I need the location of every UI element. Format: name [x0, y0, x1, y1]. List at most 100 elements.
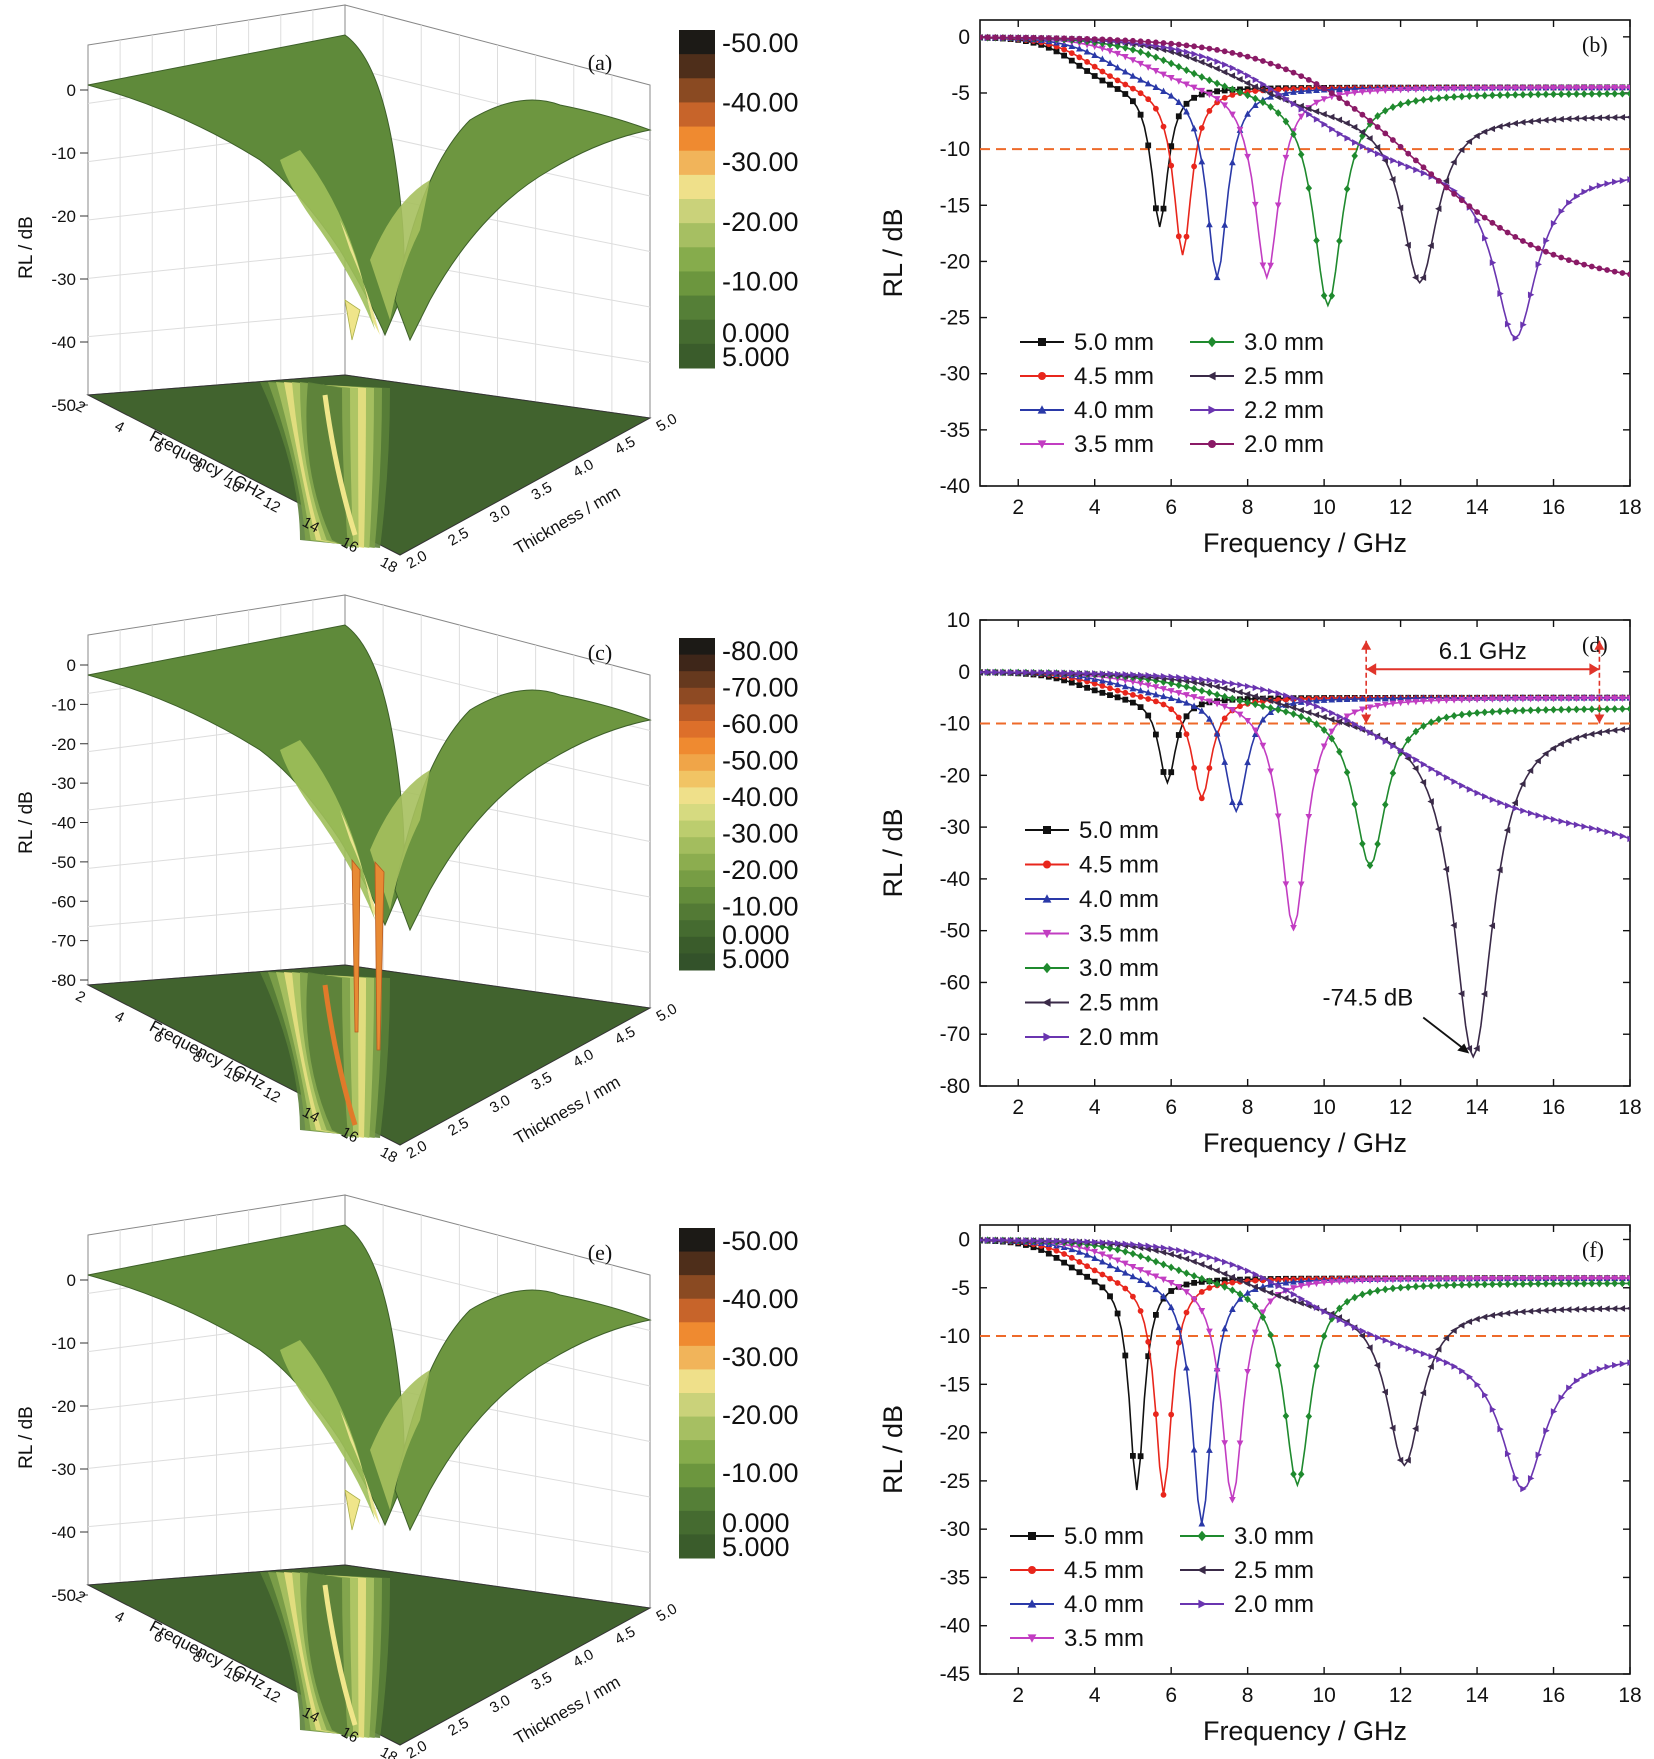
data-point: [1374, 840, 1381, 848]
data-point: [1220, 685, 1228, 692]
data-point: [984, 1236, 992, 1244]
legend-swatch-marker: [1028, 1532, 1036, 1540]
colorbar-segment: [679, 1463, 715, 1488]
x-tick-label: 18: [377, 1144, 400, 1167]
data-point: [1489, 1276, 1496, 1283]
data-point: [1550, 220, 1558, 227]
data-point: [1121, 53, 1129, 61]
data-point: [1558, 207, 1565, 215]
wall-grid: [87, 902, 346, 928]
data-point: [1160, 205, 1167, 212]
data-point: [1130, 692, 1136, 698]
data-point: [1297, 881, 1305, 888]
data-point: [1137, 76, 1144, 83]
data-point: [1489, 1406, 1497, 1413]
colorbar-segment: [679, 1298, 715, 1323]
data-point: [1190, 694, 1198, 701]
data-point: [1183, 66, 1190, 75]
data-point: [1321, 706, 1328, 713]
data-point: [1413, 756, 1420, 764]
data-point: [1580, 90, 1588, 98]
data-point: [1344, 100, 1350, 107]
data-point: [1481, 696, 1489, 703]
data-point: [1396, 204, 1404, 212]
x-tick-label: 10: [1312, 1684, 1335, 1707]
data-point: [1129, 57, 1137, 64]
data-point: [1305, 1412, 1313, 1421]
data-point: [1389, 769, 1397, 777]
data-point: [1611, 89, 1618, 98]
panel-label: (b): [1582, 32, 1608, 57]
x-tick-label: 8: [1242, 1684, 1254, 1707]
data-point: [1313, 115, 1321, 123]
data-point: [1168, 143, 1175, 150]
data-point: [1374, 1277, 1381, 1284]
data-point: [1549, 116, 1557, 123]
x-axis-title: Frequency / GHz: [1203, 1716, 1407, 1746]
data-point: [1473, 1280, 1481, 1289]
data-point: [1175, 1339, 1182, 1346]
data-point: [1320, 1279, 1328, 1287]
data-point: [1297, 1283, 1305, 1290]
data-point: [1519, 1280, 1527, 1288]
data-point: [1313, 99, 1320, 107]
data-point: [1236, 696, 1244, 705]
data-point: [1137, 1453, 1144, 1460]
data-point: [1221, 82, 1228, 91]
data-point: [1191, 675, 1198, 683]
data-point: [984, 34, 991, 41]
data-point: [1603, 1275, 1611, 1283]
data-point: [1144, 79, 1152, 87]
data-point: [1603, 89, 1611, 98]
floor-minimum-line: [322, 394, 358, 536]
data-point: [1404, 699, 1412, 706]
data-point: [1458, 697, 1466, 704]
data-point: [1282, 1279, 1290, 1286]
data-point: [1566, 819, 1573, 827]
data-point: [1198, 1261, 1205, 1268]
colorbar-label: -10.00: [722, 1458, 799, 1488]
colorbar-label: 0.000: [722, 920, 790, 950]
x-tick-label: 18: [1618, 1684, 1641, 1707]
data-point: [1114, 1240, 1122, 1247]
data-point: [1130, 671, 1137, 679]
data-point: [1283, 692, 1290, 699]
z-tick-label: -10: [51, 1334, 76, 1353]
data-point: [1205, 681, 1213, 689]
colorbar-label: -50.00: [722, 746, 799, 776]
data-point: [1504, 85, 1511, 92]
data-point: [1604, 267, 1610, 273]
data-point: [1221, 221, 1229, 228]
data-point: [1557, 705, 1565, 714]
data-point: [1206, 715, 1213, 722]
data-point: [1267, 1298, 1274, 1305]
data-point: [1549, 744, 1557, 752]
floor-band: [306, 382, 348, 548]
data-point: [1435, 715, 1443, 724]
data-point: [1404, 1276, 1412, 1284]
chart-panel-d: 2 4 6 8 10 12 14 16 18 10 0 -10 -20 -30 -40 -50 -60 -70 -8…: [878, 609, 1642, 1158]
data-point: [1236, 798, 1244, 806]
y-tick-label: 5.0: [654, 1000, 681, 1025]
data-point: [1297, 1470, 1305, 1479]
colorbar-segment: [679, 150, 715, 176]
data-point: [1190, 679, 1197, 686]
data-point: [1589, 1368, 1596, 1376]
data-point: [1229, 1286, 1236, 1295]
data-point: [1137, 1252, 1144, 1261]
data-point: [1129, 45, 1137, 54]
data-point: [1427, 718, 1435, 727]
colorbar-segment: [679, 1440, 715, 1465]
data-point: [1183, 1248, 1191, 1256]
data-point: [1442, 865, 1450, 873]
data-point: [1252, 88, 1259, 94]
data-point: [1259, 86, 1266, 94]
panel-label: (c): [588, 640, 612, 665]
data-point: [1198, 44, 1205, 51]
data-point: [1557, 740, 1564, 748]
data-point: [1480, 990, 1488, 998]
data-point: [1382, 153, 1390, 161]
data-point: [1596, 1279, 1603, 1288]
data-point: [1336, 92, 1343, 99]
